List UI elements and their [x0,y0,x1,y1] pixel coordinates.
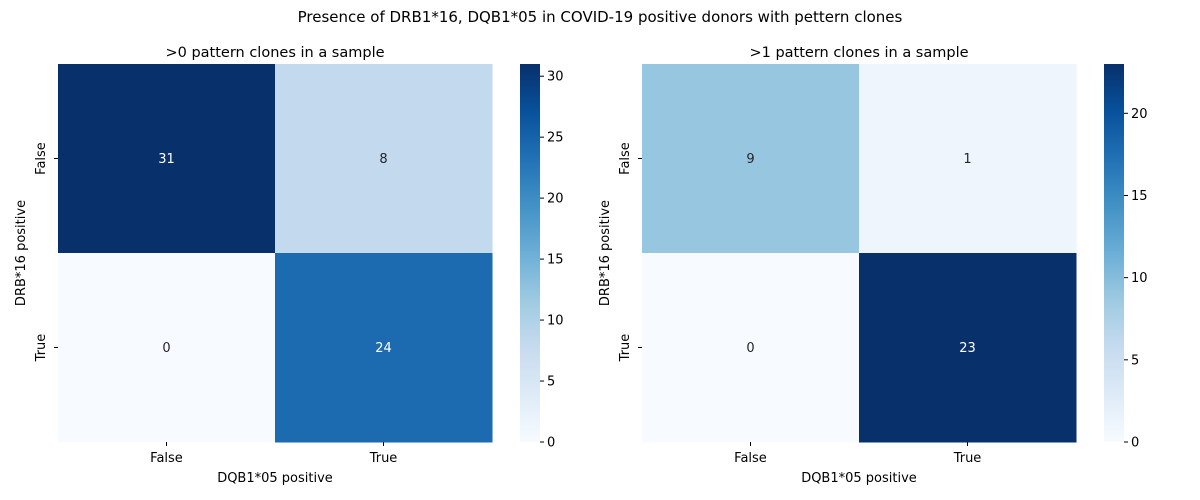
y-tick-label: True [618,334,633,363]
heatmap-cell [642,253,860,443]
heatmap-cell [859,253,1077,443]
colorbar-tick-label: 5 [547,375,555,390]
panel-title: >1 pattern clones in a sample [749,45,968,61]
colorbar-tick-label: 20 [547,192,564,207]
heatmap-cell [275,64,493,254]
colorbar [1104,64,1124,442]
x-tick-label: False [150,451,183,466]
cell-value-label: 0 [746,341,754,356]
y-tick-label: False [618,142,633,175]
heatmap-cell [642,64,860,254]
heatmap-cell [58,64,276,254]
y-axis-label: DRB*16 positive [14,200,29,306]
heatmap-cell [859,64,1077,254]
heatmap-panel-left: >0 pattern clones in a sample 31 8 0 24 False… [14,45,564,486]
colorbar-tick-label: 15 [1131,189,1148,204]
cell-value-label: 1 [963,152,971,167]
colorbar-tick-label: 30 [547,70,564,85]
heatmap-cell [275,253,493,443]
cell-value-label: 8 [379,152,387,167]
colorbar-tick-label: 0 [547,436,555,451]
cell-value-label: 31 [158,152,175,167]
colorbar-tick-label: 25 [547,131,564,146]
colorbar-tick-label: 0 [1131,436,1139,451]
cell-value-label: 23 [959,341,976,356]
x-tick-label: True [953,451,982,466]
y-tick-label: True [34,334,49,363]
y-tick-label: False [34,142,49,175]
colorbar-tick-label: 10 [1131,271,1148,286]
y-axis-label: DRB*16 positive [598,200,613,306]
panel-title: >0 pattern clones in a sample [165,45,384,61]
colorbar [520,64,540,442]
x-axis-label: DQB1*05 positive [801,471,917,486]
cell-value-label: 0 [162,341,170,356]
x-tick-label: False [734,451,767,466]
heatmap-panels: >0 pattern clones in a sample 31 8 0 24 False… [14,45,1148,486]
colorbar-tick-label: 10 [547,314,564,329]
figure-title: Presence of DRB1*16, DQB1*05 in COVID-19… [298,8,903,26]
cell-value-label: 9 [746,152,754,167]
cell-value-label: 24 [375,341,392,356]
x-tick-label: True [369,451,398,466]
x-axis-label: DQB1*05 positive [217,471,333,486]
colorbar-tick-label: 15 [547,253,564,268]
colorbar-tick-label: 5 [1131,353,1139,368]
heatmap-cell [58,253,276,443]
colorbar-tick-label: 20 [1131,107,1148,122]
